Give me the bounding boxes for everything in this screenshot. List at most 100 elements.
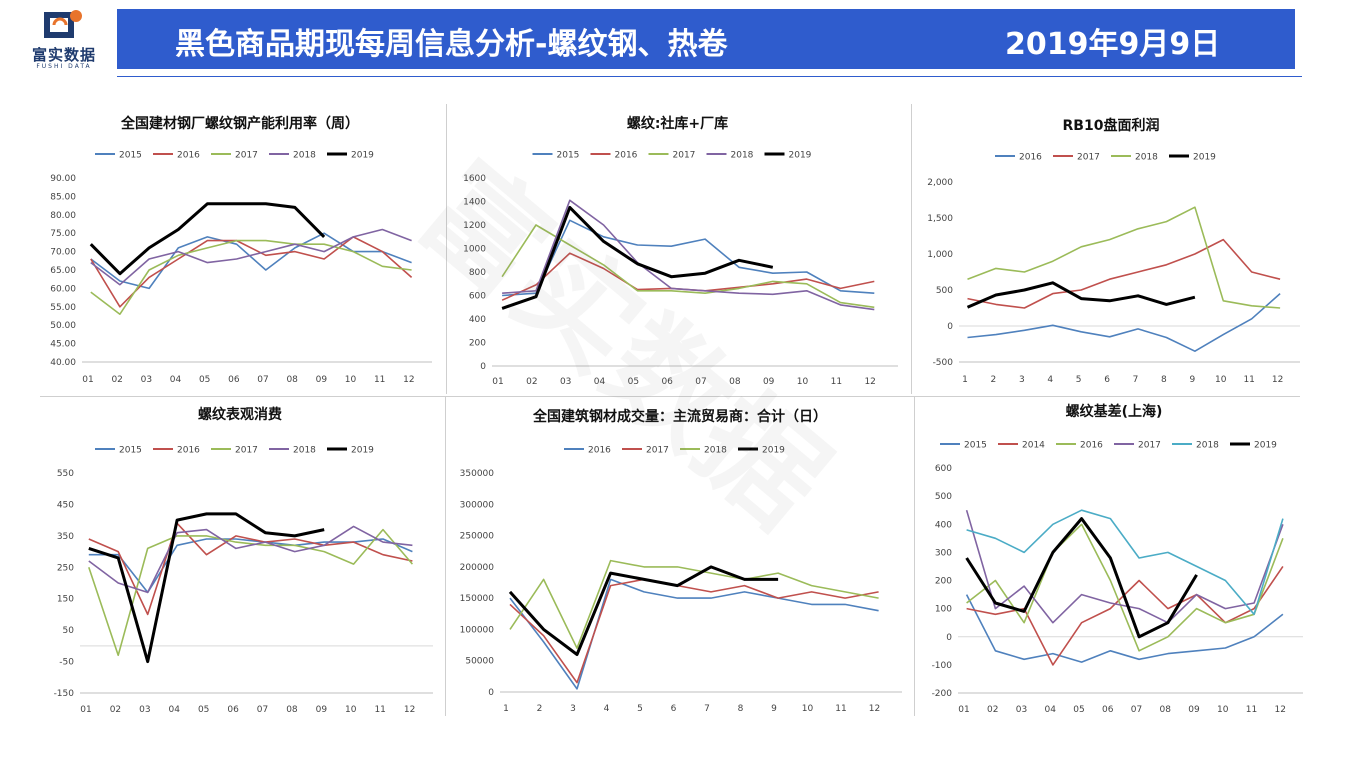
- x-tick-label: 3: [1019, 375, 1025, 385]
- y-tick-label: 300: [935, 548, 952, 558]
- x-tick-label: 05: [198, 705, 209, 715]
- x-tick-label: 01: [80, 705, 91, 715]
- legend-label: 2019: [1193, 153, 1216, 163]
- legend-label: 2018: [731, 151, 754, 161]
- x-tick-label: 8: [1161, 375, 1167, 385]
- x-tick-label: 12: [864, 377, 875, 387]
- y-tick-label: 0: [480, 362, 486, 372]
- legend-label: 2018: [704, 446, 727, 456]
- x-tick-label: 05: [1073, 705, 1084, 715]
- logo-mark-icon: [44, 10, 82, 38]
- x-tick-label: 09: [316, 705, 328, 715]
- y-tick-label: 1200: [463, 221, 486, 231]
- y-tick-label: 100: [935, 605, 952, 615]
- x-tick-label: 03: [141, 375, 152, 385]
- series-line-2016: [501, 252, 875, 301]
- x-tick-label: 06: [661, 377, 673, 387]
- chart-svg: 螺纹表观消费 2015 2016 2017 2018 2019 550 450 350 250 15…: [54, 406, 433, 715]
- x-tick-label: 3: [570, 704, 576, 714]
- x-tick-label: 06: [227, 705, 239, 715]
- series-line-2017: [90, 239, 412, 315]
- legend-label: 2018: [293, 446, 316, 456]
- legend-label: 2016: [177, 446, 200, 456]
- x-tick-label: 05: [628, 377, 639, 387]
- logo-text: 富实数据: [31, 46, 96, 64]
- y-tick-label: 400: [469, 315, 486, 325]
- x-tick-label: 12: [403, 375, 414, 385]
- y-tick-label: 150000: [460, 594, 495, 604]
- y-tick-label: 150: [57, 595, 74, 605]
- x-tick-label: 04: [169, 705, 181, 715]
- series-line-2016: [967, 293, 1281, 352]
- x-tick-label: 10: [797, 377, 809, 387]
- chart-rb10-profit: RB10盘面利润 2016 2017 2018 2019 2,000 1,500 1,000 5…: [915, 100, 1307, 395]
- legend-label: 2017: [646, 446, 669, 456]
- x-tick-label: 09: [1188, 705, 1200, 715]
- series-line-2019: [966, 281, 1196, 309]
- x-tick-label: 03: [139, 705, 150, 715]
- y-tick-label: 40.00: [50, 358, 76, 368]
- y-tick-label: -500: [933, 358, 954, 368]
- legend-label: 2018: [1196, 441, 1219, 451]
- x-tick-label: 10: [1217, 705, 1229, 715]
- x-tick-label: 12: [404, 705, 415, 715]
- series-line-2015: [502, 219, 875, 297]
- x-tick-label: 4: [604, 704, 610, 714]
- y-tick-label: 250: [57, 563, 74, 573]
- x-tick-label: 01: [492, 377, 503, 387]
- legend-label: 2019: [1254, 441, 1277, 451]
- page-title: 黑色商品期现每周信息分析-螺纹钢、热卷: [175, 27, 728, 62]
- x-tick-label: 2: [991, 375, 997, 385]
- y-tick-label: 0: [947, 322, 953, 332]
- y-tick-label: 600: [469, 292, 486, 302]
- x-tick-label: 07: [695, 377, 706, 387]
- series-line-2016: [966, 523, 1284, 652]
- y-tick-label: 450: [57, 500, 74, 510]
- y-tick-label: 350000: [460, 469, 495, 479]
- y-tick-label: 50000: [465, 657, 494, 667]
- x-tick-label: 4: [1047, 375, 1053, 385]
- series-line-2017: [88, 528, 414, 657]
- legend-label: 2017: [235, 446, 258, 456]
- y-tick-label: 90.00: [50, 174, 76, 184]
- chart-rebar-inventory: 螺纹:社库+厂库 2015 2016 2017 2018 2019 1600 1400 1200…: [450, 100, 905, 395]
- series-line-2017: [501, 224, 875, 309]
- y-tick-label: 80.00: [50, 211, 76, 221]
- chart-title: 螺纹:社库+厂库: [627, 115, 728, 132]
- series-line-2015: [88, 538, 413, 594]
- legend-label: 2017: [1138, 441, 1161, 451]
- x-tick-label: 10: [802, 704, 814, 714]
- x-tick-label: 5: [637, 704, 643, 714]
- y-tick-label: 800: [469, 268, 486, 278]
- y-tick-label: 85.00: [50, 192, 76, 202]
- legend-label: 2014: [1022, 441, 1045, 451]
- series-line-2018: [502, 199, 875, 311]
- x-tick-label: 11: [374, 375, 385, 385]
- legend-label: 2018: [293, 151, 316, 161]
- legend-label: 2017: [673, 151, 696, 161]
- x-tick-label: 05: [199, 375, 210, 385]
- logo-subtext: FUSHI DATA: [36, 63, 92, 70]
- x-tick-label: 06: [1102, 705, 1114, 715]
- y-tick-label: 1,000: [927, 250, 953, 260]
- y-tick-label: -150: [54, 689, 75, 699]
- series-line-2018: [88, 525, 413, 594]
- chart-title: 螺纹表观消费: [198, 406, 282, 423]
- x-tick-label: 04: [170, 375, 182, 385]
- x-tick-label: 06: [228, 375, 240, 385]
- legend-label: 2016: [1080, 441, 1103, 451]
- x-tick-label: 08: [1160, 705, 1172, 715]
- series-line-2019: [501, 205, 774, 310]
- x-tick-label: 07: [257, 375, 268, 385]
- y-tick-label: 300000: [460, 500, 495, 510]
- y-tick-label: 70.00: [50, 248, 76, 258]
- series-line-2015: [965, 594, 1284, 663]
- legend-label: 2016: [1019, 153, 1042, 163]
- y-tick-label: 65.00: [50, 266, 76, 276]
- panel-divider: [40, 396, 1300, 397]
- y-tick-label: 500: [936, 286, 953, 296]
- x-tick-label: 10: [345, 375, 357, 385]
- panel-divider: [911, 104, 912, 394]
- x-tick-label: 5: [1076, 375, 1082, 385]
